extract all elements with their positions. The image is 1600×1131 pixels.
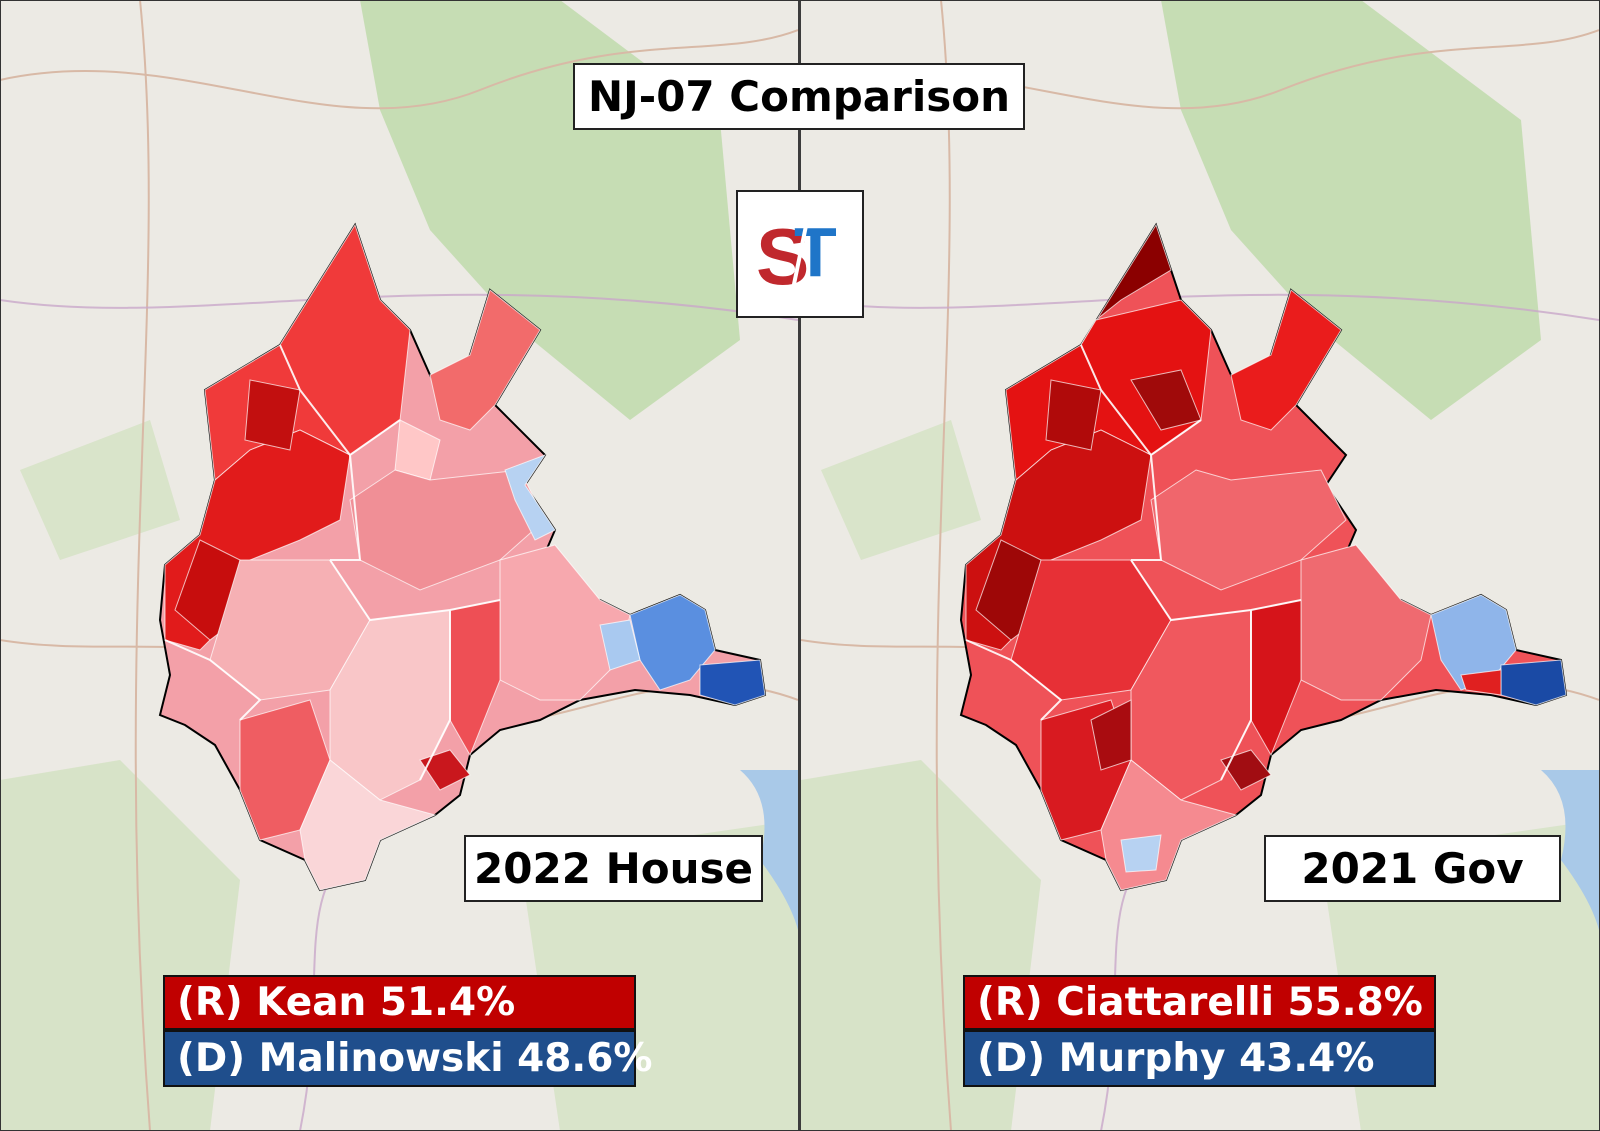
basemap xyxy=(0,0,798,1131)
basemap-and-district-map-2022 xyxy=(0,0,798,1131)
st-logo: S T xyxy=(736,190,864,318)
map-panel-2022-house xyxy=(0,0,798,1131)
result-bar-ciattarelli: (R) Ciattarelli 55.8% xyxy=(963,975,1436,1030)
panel-label-2022-house: 2022 House xyxy=(464,835,763,902)
panel-divider xyxy=(798,0,801,1131)
map-panel-2021-gov xyxy=(801,0,1599,1131)
panel-label-2021-gov: 2021 Gov xyxy=(1264,835,1561,902)
st-logo-mark: S T xyxy=(756,212,837,301)
basemap-and-district-map-2021 xyxy=(801,0,1599,1131)
district-shading-2022 xyxy=(164,223,766,891)
page-title: NJ-07 Comparison xyxy=(588,72,1010,121)
result-bar-kean: (R) Kean 51.4% xyxy=(163,975,636,1030)
county-lines-2022 xyxy=(164,344,501,781)
district-shading-2021 xyxy=(965,223,1567,891)
title-box: NJ-07 Comparison xyxy=(573,63,1025,130)
county-lines-2021 xyxy=(965,344,1302,781)
result-bar-murphy: (D) Murphy 43.4% xyxy=(963,1030,1436,1087)
result-bar-malinowski: (D) Malinowski 48.6% xyxy=(163,1030,652,1087)
